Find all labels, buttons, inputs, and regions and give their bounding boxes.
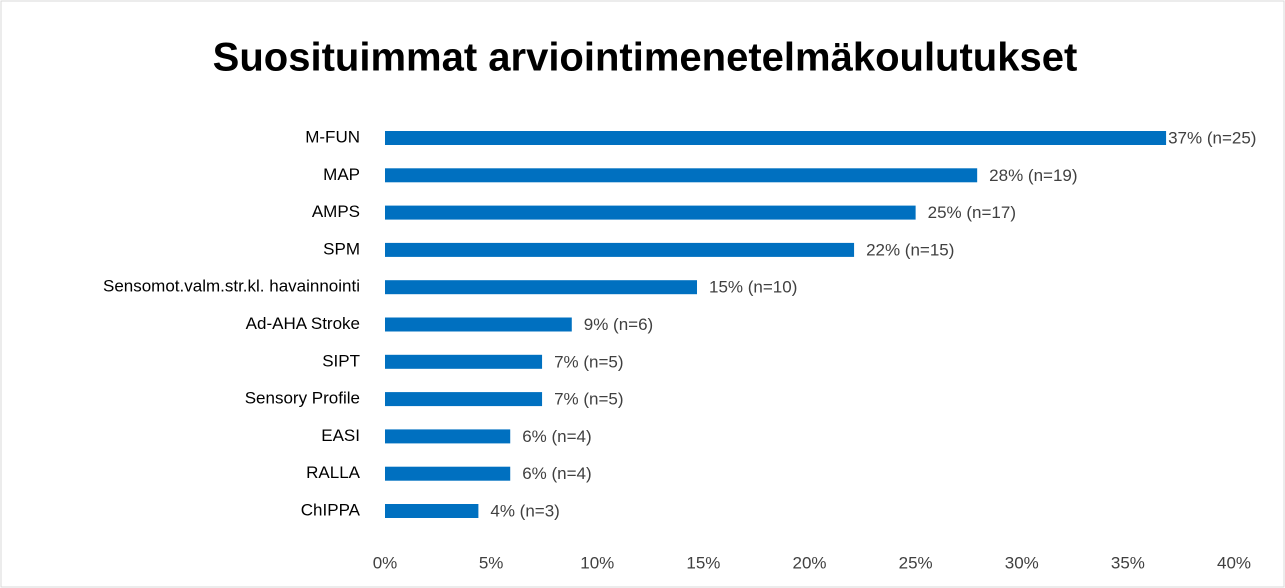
x-tick-label: 40% xyxy=(1217,553,1251,572)
bar xyxy=(385,317,572,332)
data-label: 6% (n=4) xyxy=(522,427,591,446)
data-label: 15% (n=10) xyxy=(709,278,797,297)
bar xyxy=(385,429,511,444)
y-tick-label: MAP xyxy=(323,165,360,184)
x-tick-label: 25% xyxy=(899,553,933,572)
y-tick-label: M-FUN xyxy=(305,127,360,146)
y-tick-label: EASI xyxy=(321,426,360,445)
bar xyxy=(385,466,511,481)
x-tick-label: 20% xyxy=(792,553,826,572)
x-tick-label: 10% xyxy=(580,553,614,572)
data-label: 22% (n=15) xyxy=(866,240,954,259)
y-tick-label: Sensory Profile xyxy=(245,389,360,408)
bar xyxy=(385,131,1167,145)
x-tick-label: 5% xyxy=(479,553,504,572)
data-label: 37% (n=25) xyxy=(1168,128,1256,147)
x-tick-label: 15% xyxy=(686,553,720,572)
bar xyxy=(385,504,479,518)
x-tick-label: 30% xyxy=(1005,553,1039,572)
data-label: 6% (n=4) xyxy=(522,464,591,483)
data-label: 28% (n=19) xyxy=(989,166,1077,185)
x-tick-label: 0% xyxy=(373,553,398,572)
data-label: 4% (n=3) xyxy=(490,501,559,520)
y-tick-label: ChIPPA xyxy=(301,500,361,519)
y-tick-label: AMPS xyxy=(312,202,360,221)
data-label: 7% (n=5) xyxy=(554,352,623,371)
bar xyxy=(385,392,543,407)
y-tick-label: Ad-AHA Stroke xyxy=(246,314,360,333)
data-label: 7% (n=5) xyxy=(554,390,623,409)
y-tick-label: SIPT xyxy=(322,351,360,370)
bar xyxy=(385,205,916,220)
data-label: 9% (n=6) xyxy=(584,315,653,334)
bar xyxy=(385,242,855,257)
y-tick-label: RALLA xyxy=(306,463,361,482)
data-label: 25% (n=17) xyxy=(928,203,1016,222)
bar xyxy=(385,280,698,295)
y-tick-label: Sensomot.valm.str.kl. havainnointi xyxy=(103,277,360,296)
y-tick-label: SPM xyxy=(323,239,360,258)
x-tick-label: 35% xyxy=(1111,553,1145,572)
chart-title: Suosituimmat arviointimenetelmäkoulutuks… xyxy=(213,36,1078,80)
bar xyxy=(385,354,543,369)
bar xyxy=(385,168,978,183)
